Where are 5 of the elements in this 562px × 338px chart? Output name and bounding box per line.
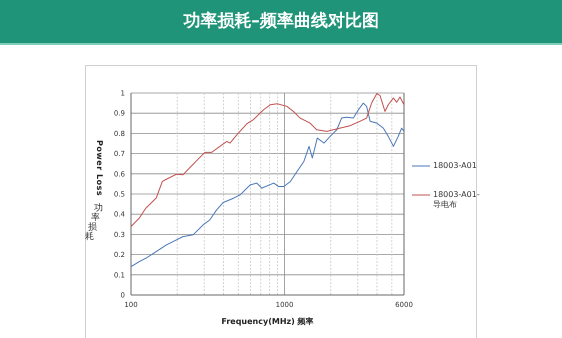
legend-label: 18003-A01-导电布 <box>433 190 481 210</box>
chart-title: 功率损耗–频率曲线对比图 <box>0 0 562 43</box>
x-axis-title: Frequency(MHz) 频率 <box>221 316 314 326</box>
text: Power Loss 功率损耗 <box>85 140 104 242</box>
legend-label: 18003-A01 <box>433 161 478 171</box>
